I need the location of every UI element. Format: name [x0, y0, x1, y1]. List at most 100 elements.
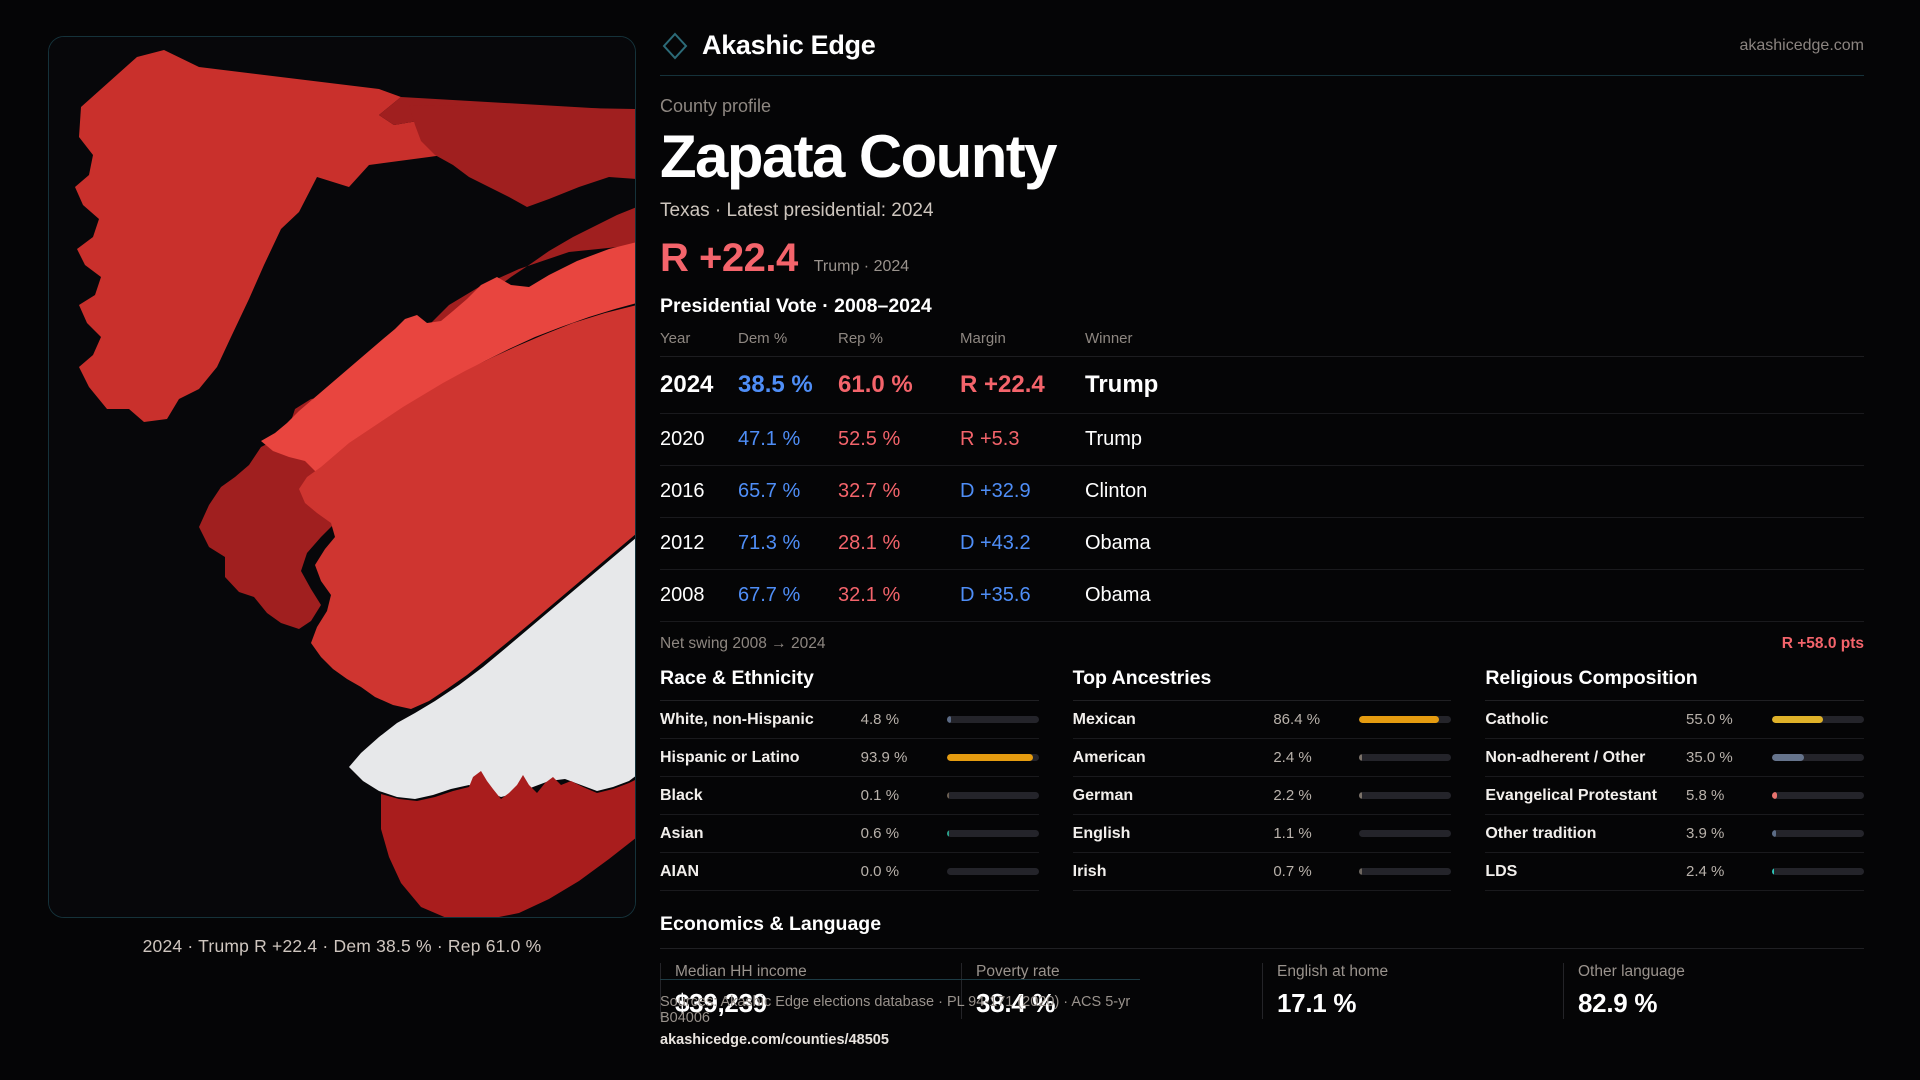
vote-col-year: Year — [660, 330, 738, 357]
demographic-row[interactable]: AIAN 0.0 % — [660, 853, 1039, 891]
vote-cell-year: 2012 — [660, 517, 738, 570]
demographic-row-value: 2.4 % — [1686, 863, 1725, 880]
demographic-row-label: Non-adherent / Other — [1485, 748, 1646, 766]
demographic-row-value: 4.8 % — [860, 711, 900, 728]
vote-col-mar: Margin — [960, 330, 1085, 357]
demographic-row-label: Hispanic or Latino — [660, 748, 800, 766]
vote-cell-year: 2024 — [660, 356, 738, 414]
demographic-row[interactable]: White, non-Hispanic 4.8 % — [660, 701, 1039, 739]
demographic-row-bar — [1359, 868, 1452, 875]
demographic-row-value: 3.9 % — [1686, 825, 1725, 842]
map-caption: 2024 · Trump R +22.4 · Dem 38.5 % · Rep … — [142, 936, 542, 956]
vote-cell-dem: 47.1 % — [738, 413, 838, 466]
map-precinct-southeast[interactable] — [299, 305, 636, 709]
table-row[interactable]: 2016 65.7 % 32.7 % D +32.9 Clinton — [660, 465, 1864, 518]
page-subline: Texas · Latest presidential: 2024 — [660, 200, 934, 221]
footer: Sources: Akashic Edge elections database… — [660, 979, 1140, 1048]
demographic-row-value: 35.0 % — [1686, 749, 1733, 766]
vote-cell-dem: 67.7 % — [738, 569, 838, 622]
demographic-row-bar — [1359, 792, 1452, 799]
table-row[interactable]: 2012 71.3 % 28.1 % D +43.2 Obama — [660, 517, 1864, 570]
demographic-row[interactable]: Hispanic or Latino 93.9 % — [660, 739, 1039, 777]
vote-cell-year: 2008 — [660, 569, 738, 622]
vote-col-rep: Rep % — [838, 330, 960, 357]
demographic-row-value: 0.0 % — [860, 863, 900, 880]
diamond-icon — [662, 32, 688, 59]
demographic-row-label: LDS — [1485, 862, 1518, 880]
report-column: Akashic Edge akashicedge.com County prof… — [660, 0, 1920, 1080]
presidential-vote-table: Year Dem % Rep % Margin Winner 2024 38.5 % 61.… — [660, 330, 1864, 622]
demographic-row-bar — [1772, 830, 1865, 837]
county-map-card[interactable] — [48, 36, 636, 918]
demographic-row-bar — [946, 830, 1039, 837]
demographic-row[interactable]: Black 0.1 % — [660, 777, 1039, 815]
headline-margin-row: R +22.4 Trump · 2024 — [660, 236, 1864, 281]
table-row[interactable]: 2024 38.5 % 61.0 % R +22.4 Trump — [660, 356, 1864, 414]
footer-url[interactable]: akashicedge.com/counties/48505 — [660, 1032, 889, 1048]
vote-cell-winner: Obama — [1085, 517, 1864, 570]
demographic-column: Race & Ethnicity White, non-Hispanic 4.8 %… — [660, 667, 1039, 891]
demographic-row[interactable]: Catholic 55.0 % — [1485, 701, 1865, 739]
demographic-row-bar — [946, 868, 1039, 875]
economics-cell-label: Other language — [1578, 963, 1685, 980]
map-precinct-band[interactable] — [261, 242, 636, 473]
demographic-row[interactable]: Other tradition 3.9 % — [1485, 815, 1865, 853]
demographic-row-bar — [946, 754, 1039, 761]
demographic-row-label: Mexican — [1072, 710, 1136, 728]
demographic-row[interactable]: German 2.2 % — [1072, 777, 1452, 815]
demographic-row-bar — [1359, 830, 1452, 837]
demographic-row-bar — [1772, 868, 1865, 875]
sources-line: Sources: Akashic Edge elections database… — [660, 994, 1131, 1026]
vote-cell-dem: 71.3 % — [738, 517, 838, 570]
vote-cell-dem: 65.7 % — [738, 465, 838, 518]
table-row[interactable]: 2008 67.7 % 32.1 % D +35.6 Obama — [660, 569, 1864, 622]
demographic-row-value: 5.8 % — [1686, 787, 1725, 804]
vote-cell-rep: 32.7 % — [838, 465, 960, 518]
brand-name: Akashic Edge — [702, 30, 876, 60]
demographic-row[interactable]: LDS 2.4 % — [1485, 853, 1865, 891]
demographic-row-value: 86.4 % — [1273, 711, 1321, 728]
net-swing-label: Net swing 2008 → 2024 — [660, 635, 826, 652]
county-map-svg[interactable] — [49, 37, 636, 918]
table-row[interactable]: 2020 47.1 % 52.5 % R +5.3 Trump — [660, 413, 1864, 466]
demographic-row-label: English — [1072, 824, 1131, 842]
vote-cell-rep: 61.0 % — [838, 356, 960, 414]
vote-cell-margin: D +35.6 — [960, 569, 1085, 622]
demographic-row[interactable]: Evangelical Protestant 5.8 % — [1485, 777, 1865, 815]
demographic-row[interactable]: English 1.1 % — [1072, 815, 1452, 853]
demographic-row[interactable]: Irish 0.7 % — [1072, 853, 1452, 891]
vote-table-heading: Presidential Vote · 2008–2024 — [660, 295, 932, 317]
demographic-row-bar — [1359, 716, 1452, 723]
economics-cell-label: Median HH income — [675, 963, 807, 980]
demographic-row[interactable]: American 2.4 % — [1072, 739, 1452, 777]
headline-margin-note: Trump · 2024 — [813, 258, 910, 275]
net-swing-value: R +58.0 pts — [1781, 635, 1864, 652]
demographic-row-label: Catholic — [1485, 710, 1549, 728]
vote-cell-year: 2016 — [660, 465, 738, 518]
economics-cell-value: 38.4 % — [976, 988, 1056, 1018]
demographic-row-label: Irish — [1072, 862, 1107, 880]
demographic-row[interactable]: Mexican 86.4 % — [1072, 701, 1452, 739]
map-precinct-nodata[interactable] — [349, 537, 636, 799]
demographic-row-label: German — [1072, 786, 1134, 804]
economics-cell: Poverty rate 38.4 % — [961, 963, 1262, 1019]
economics-cell: Median HH income $39,239 — [660, 963, 961, 1019]
economics-cell-value: 17.1 % — [1277, 988, 1357, 1018]
vote-cell-winner: Clinton — [1085, 465, 1864, 518]
demographic-row-label: AIAN — [660, 862, 700, 880]
demographic-row-value: 1.1 % — [1273, 825, 1312, 842]
demographic-row-value: 0.6 % — [860, 825, 900, 842]
table-header-row: Year Dem % Rep % Margin Winner — [660, 330, 1864, 357]
demographic-row[interactable]: Non-adherent / Other 35.0 % — [1485, 739, 1865, 777]
demographic-row[interactable]: Asian 0.6 % — [660, 815, 1039, 853]
demographic-row-bar — [1772, 792, 1865, 799]
page-eyebrow: County profile — [660, 96, 772, 116]
demographic-row-bar — [1772, 754, 1865, 761]
map-precinct-south[interactable] — [381, 771, 636, 918]
table-body: 2024 38.5 % 61.0 % R +22.4 Trump 2020 47.1 % 52… — [660, 356, 1864, 622]
economics-heading: Economics & Language — [660, 913, 1864, 949]
economics-grid: Median HH income $39,239 Poverty rate 38.4 … — [660, 963, 1864, 1019]
economics-cell-value: 82.9 % — [1578, 988, 1658, 1018]
economics-cell: Other language 82.9 % — [1563, 963, 1864, 1019]
demographic-column-title: Race & Ethnicity — [660, 667, 1039, 701]
